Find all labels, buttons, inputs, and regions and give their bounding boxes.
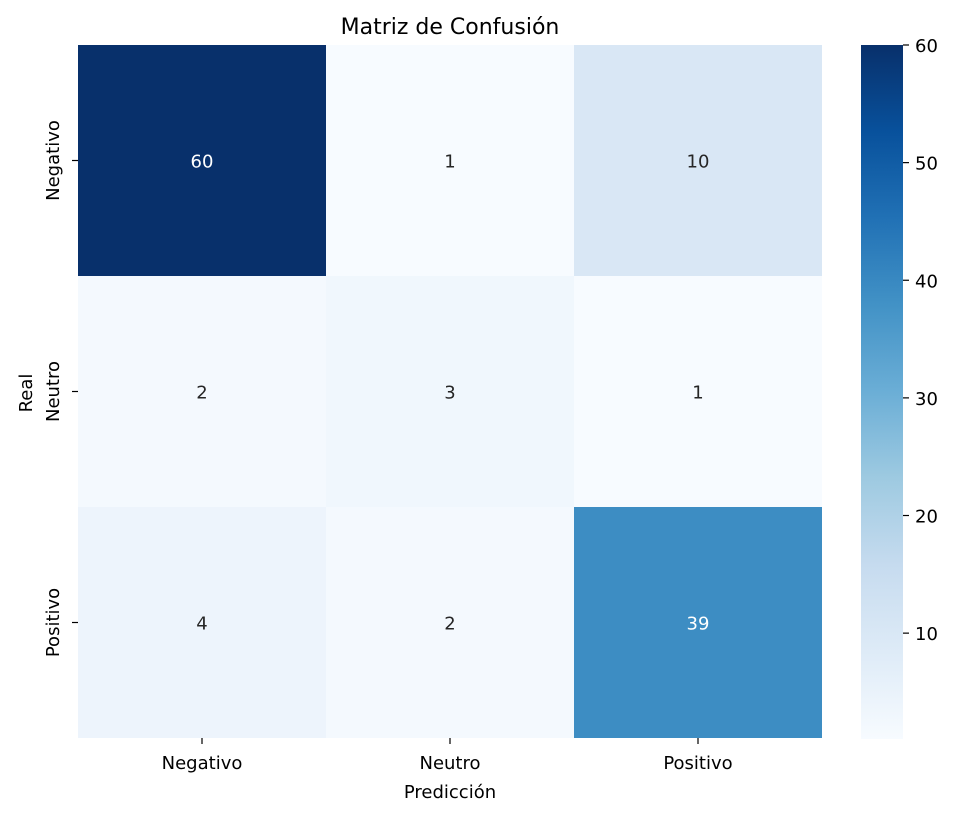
x-axis-label: Predicción: [404, 782, 496, 803]
heatmap-cell-2-2: [574, 507, 822, 738]
cell-value-label-0-0: 60: [191, 152, 214, 173]
y-tick-label-2: Positivo: [43, 588, 64, 657]
cell-value-label-0-1: 1: [444, 152, 455, 173]
cell-value-label-2-1: 2: [444, 614, 455, 635]
heatmap-cell-2-0: [78, 507, 326, 738]
heatmap-cell-2-1: [326, 507, 574, 738]
x-tick-label-2: Positivo: [663, 753, 732, 774]
chart-title: Matriz de Confusión: [341, 15, 560, 40]
x-tick-label-0: Negativo: [162, 753, 243, 774]
heatmap-cell-1-1: [326, 276, 574, 507]
y-tick-label-1: Neutro: [43, 361, 64, 422]
colorbar-ticks: 10 20 30 40 50 60: [903, 36, 938, 645]
cell-value-label-1-2: 1: [692, 383, 703, 404]
x-tick-label-1: Neutro: [419, 753, 480, 774]
y-axis-ticks: Negativo Neutro Positivo: [43, 120, 78, 657]
cell-value-label-1-0: 2: [196, 383, 207, 404]
colorbar-tick-label-5: 60: [915, 36, 938, 57]
colorbar-tick-label-0: 10: [915, 624, 938, 645]
cell-value-label-2-0: 4: [196, 614, 207, 635]
colorbar-tick-label-2: 30: [915, 389, 938, 410]
colorbar-tick-label-4: 50: [915, 154, 938, 175]
cell-value-label-2-2: 39: [687, 614, 710, 635]
cell-value-label-0-2: 10: [687, 152, 710, 173]
heatmap-cell-1-0: [78, 276, 326, 507]
heatmap-cell-0-2: [574, 45, 822, 276]
colorbar-tick-label-3: 40: [915, 271, 938, 292]
heatmap-cells: [78, 45, 822, 738]
cell-value-label-1-1: 3: [444, 383, 455, 404]
y-tick-label-0: Negativo: [43, 120, 64, 201]
x-axis-ticks: Negativo Neutro Positivo: [162, 738, 733, 774]
heatmap-cell-labels: 60 1 10 2 3 1 4 2 39: [191, 152, 710, 635]
y-axis-label: Real: [16, 374, 37, 413]
colorbar: [861, 45, 903, 739]
heatmap-cell-0-1: [326, 45, 574, 276]
heatmap-cell-1-2: [574, 276, 822, 507]
heatmap-cell-0-0: [78, 45, 326, 276]
colorbar-tick-label-1: 20: [915, 507, 938, 528]
